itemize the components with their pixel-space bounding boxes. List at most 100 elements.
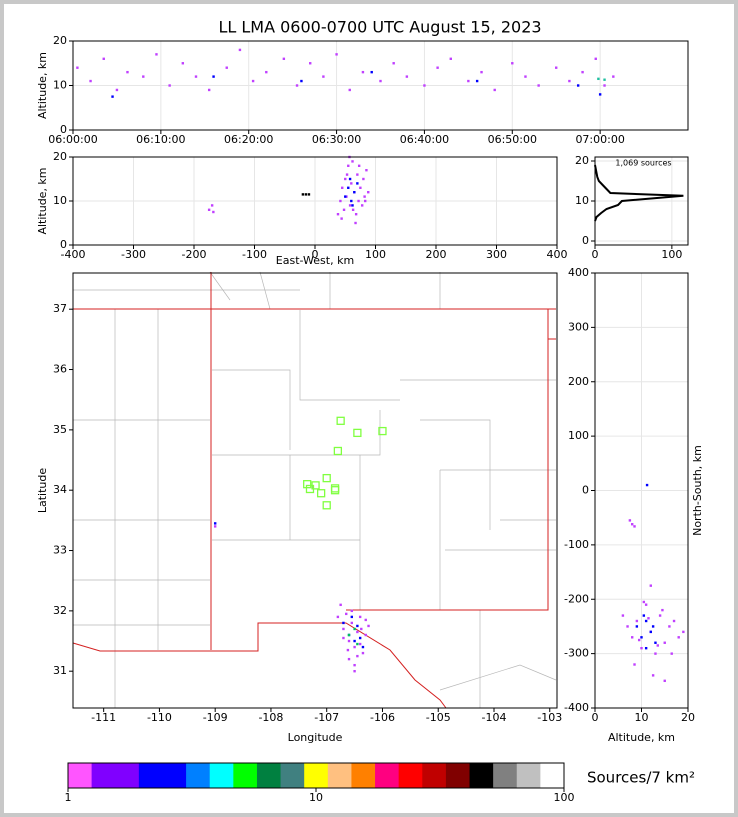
- source-point: [322, 75, 325, 78]
- source-point: [212, 210, 215, 214]
- source-point: [341, 186, 344, 189]
- source-point: [644, 646, 648, 650]
- y-tick-label: 0: [582, 484, 589, 497]
- y-tick-label: -300: [564, 647, 589, 660]
- source-point: [309, 62, 312, 65]
- source-point: [364, 633, 367, 637]
- y-tick-label: 37: [53, 302, 67, 315]
- source-point: [345, 612, 348, 616]
- colorbar-bin: [280, 763, 305, 788]
- source-point: [651, 674, 655, 677]
- source-point: [335, 53, 338, 56]
- source-point: [621, 614, 625, 617]
- colorbar-bin: [162, 763, 187, 788]
- source-point: [637, 638, 641, 642]
- source-point: [467, 79, 470, 83]
- x-tick-label: 100: [661, 248, 682, 261]
- x-tick-label: -107: [314, 711, 339, 724]
- source-point: [353, 191, 356, 194]
- source-point: [345, 173, 349, 176]
- colorbar-bin: [469, 763, 494, 788]
- x-tick-label: 06:40:00: [400, 133, 449, 146]
- colorbar-bin: [115, 763, 140, 788]
- x-tick-label: 0: [592, 248, 599, 261]
- x-axis-label: Altitude, km: [608, 731, 675, 744]
- x-tick-label: 06:20:00: [224, 133, 273, 146]
- x-tick-label: -105: [426, 711, 451, 724]
- source-point: [392, 62, 395, 65]
- source-point: [581, 70, 584, 74]
- source-point: [339, 603, 342, 607]
- source-point: [631, 636, 634, 639]
- source-point: [597, 77, 600, 81]
- station: [322, 501, 331, 510]
- y-axis-label: Altitude, km: [36, 167, 49, 234]
- y-tick-label: 10: [53, 194, 67, 207]
- source-point: [111, 95, 114, 98]
- source-point: [358, 615, 362, 619]
- station: [305, 484, 315, 494]
- source-point: [353, 639, 356, 643]
- source-point: [342, 627, 345, 631]
- y-tick-label: 100: [568, 429, 589, 442]
- y-tick-label: 35: [53, 423, 67, 436]
- source-point: [347, 633, 351, 637]
- y-axis-label: North-South, km: [691, 445, 704, 536]
- source-point: [346, 648, 350, 652]
- source-point: [359, 186, 362, 189]
- y-tick-label: 300: [568, 320, 589, 333]
- source-point: [76, 66, 79, 69]
- x-axis-label: Longitude: [288, 731, 343, 744]
- source-point: [351, 204, 354, 207]
- source-point: [363, 195, 366, 198]
- source-point: [356, 182, 359, 185]
- colorbar-bin: [304, 763, 329, 788]
- source-point: [213, 522, 217, 525]
- altitude-histogram: [594, 164, 684, 222]
- source-point: [348, 177, 352, 181]
- x-tick-label: 07:00:00: [575, 133, 624, 146]
- source-point: [654, 652, 657, 655]
- source-point: [350, 182, 353, 185]
- source-point: [353, 663, 356, 667]
- colorbar-bin: [540, 763, 565, 788]
- station: [322, 473, 331, 483]
- source-point: [347, 186, 350, 189]
- source-point: [126, 70, 129, 74]
- colorbar-bin: [375, 763, 400, 788]
- source-point: [633, 663, 636, 666]
- source-point: [356, 624, 359, 628]
- source-point: [635, 625, 639, 628]
- source-point: [640, 636, 643, 639]
- source-point: [367, 624, 370, 628]
- source-point: [633, 525, 636, 528]
- source-point: [628, 519, 632, 522]
- source-point: [475, 79, 479, 83]
- colorbar-bin: [186, 763, 211, 788]
- source-point: [370, 70, 373, 74]
- y-tick-label: 31: [53, 664, 67, 677]
- source-point: [213, 525, 217, 528]
- source-point: [358, 636, 362, 640]
- y-tick-label: 400: [568, 266, 589, 279]
- source-point: [155, 53, 158, 56]
- source-point: [576, 84, 580, 87]
- source-point: [361, 645, 365, 649]
- x-tick-label: -300: [121, 248, 146, 261]
- source-point: [365, 169, 368, 172]
- source-point: [649, 584, 652, 587]
- x-tick-label: 0: [312, 248, 319, 261]
- y-tick-label: 0: [60, 238, 67, 251]
- source-point: [347, 164, 350, 167]
- source-point: [357, 199, 360, 203]
- source-point: [644, 619, 648, 623]
- source-point: [656, 644, 659, 647]
- source-point: [511, 62, 514, 65]
- source-point: [295, 84, 299, 87]
- source-point: [301, 193, 305, 196]
- source-point: [336, 213, 340, 216]
- source-point: [350, 609, 354, 613]
- source-point: [367, 191, 370, 194]
- source-point: [493, 88, 496, 92]
